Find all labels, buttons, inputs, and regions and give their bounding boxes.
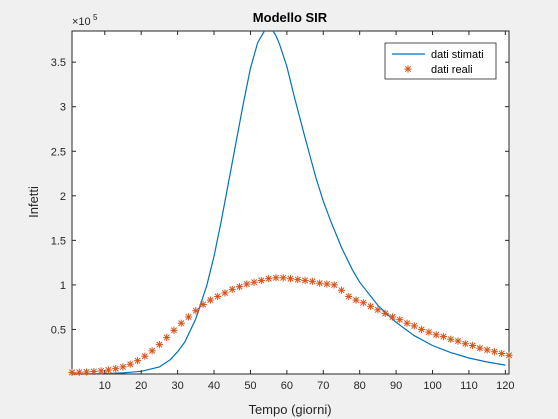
data-point-reali: [206, 296, 214, 304]
y-axis-label: Infetti: [26, 186, 41, 218]
data-point-reali: [90, 367, 98, 376]
data-point-reali: [505, 351, 513, 359]
y-tick-label: 3: [60, 102, 66, 114]
legend-label-stimati: dati stimati: [431, 49, 484, 61]
x-tick-label: 30: [171, 380, 183, 392]
data-point-reali: [345, 292, 353, 301]
data-point-reali: [367, 302, 375, 310]
data-point-reali: [432, 331, 440, 339]
data-point-reali: [294, 275, 302, 284]
data-point-reali: [352, 296, 360, 304]
data-point-reali: [476, 344, 484, 352]
y-exponent-base: ×10: [72, 16, 91, 28]
data-point-reali: [148, 347, 156, 355]
data-point-reali: [97, 367, 105, 375]
x-tick-label: 70: [317, 380, 329, 392]
x-tick-label: 10: [99, 380, 111, 392]
y-tick-label: 1.5: [51, 235, 66, 247]
data-point-reali: [184, 313, 193, 321]
legend-label-reali: dati reali: [431, 64, 473, 76]
y-tick-label: 1: [60, 280, 66, 292]
data-point-reali: [490, 348, 499, 356]
chart-title: Modello SIR: [253, 10, 328, 25]
data-point-reali: [82, 368, 91, 376]
data-point-reali: [112, 365, 120, 373]
y-tick-label: 0.5: [51, 324, 66, 336]
data-point-reali: [301, 276, 309, 285]
data-point-reali: [272, 274, 280, 282]
data-point-reali: [265, 275, 273, 283]
y-tick-label: 3.5: [51, 57, 66, 69]
data-point-reali: [170, 326, 178, 334]
legend-marker-reali: [404, 65, 412, 73]
data-point-reali: [235, 283, 244, 291]
data-point-reali: [228, 285, 236, 293]
legend: dati stimati dati reali: [384, 42, 497, 80]
data-point-reali: [381, 309, 389, 318]
data-point-reali: [119, 363, 127, 371]
x-tick-label: 60: [281, 380, 293, 392]
data-point-reali: [337, 286, 346, 294]
data-point-reali: [330, 281, 338, 289]
x-tick-label: 40: [208, 380, 220, 392]
legend-star-glyph: [404, 65, 412, 73]
data-point-reali: [177, 319, 185, 327]
plot-area: [71, 30, 510, 375]
y-tick-label: 2.5: [51, 146, 66, 158]
series-markers-reali: [68, 274, 513, 376]
x-tick-label: 100: [423, 380, 441, 392]
data-point-reali: [75, 368, 83, 376]
data-point-reali: [308, 277, 316, 285]
data-point-reali: [126, 360, 134, 368]
x-tick-label: 20: [135, 380, 147, 392]
data-point-reali: [454, 337, 462, 345]
data-point-reali: [396, 316, 404, 324]
x-axis-label: Tempo (giorni): [248, 402, 331, 417]
data-point-reali: [68, 368, 76, 376]
data-point-reali: [483, 346, 491, 354]
data-point-reali: [192, 307, 200, 315]
data-point-reali: [155, 341, 163, 349]
data-point-reali: [374, 306, 382, 314]
data-point-reali: [104, 366, 113, 374]
data-point-reali: [141, 352, 149, 360]
x-tick-label: 50: [244, 380, 256, 392]
data-point-reali: [388, 313, 397, 321]
data-point-reali: [323, 280, 331, 288]
data-point-reali: [257, 276, 265, 285]
data-point-reali: [163, 333, 171, 342]
data-point-reali: [316, 279, 324, 287]
data-point-reali: [439, 332, 448, 341]
data-point-reali: [498, 349, 506, 358]
ticks-layer: 10 20 30 40 50 60 70 80 90 100 110 120 0.5 1 1.5 2 2.5 3 3…: [51, 31, 515, 392]
data-point-reali: [286, 275, 295, 283]
y-exponent-power: 5: [93, 13, 98, 22]
data-point-reali: [133, 357, 142, 365]
data-point-reali: [243, 280, 251, 288]
x-tick-label: 80: [354, 380, 366, 392]
x-tick-label: 120: [496, 380, 514, 392]
data-point-reali: [410, 322, 418, 330]
series-layer: [68, 31, 513, 376]
data-point-reali: [447, 335, 455, 343]
data-point-reali: [199, 300, 207, 309]
data-point-reali: [214, 292, 222, 301]
data-point-reali: [279, 274, 287, 282]
data-point-reali: [468, 341, 477, 350]
data-point-reali: [403, 319, 411, 327]
data-point-reali: [359, 299, 367, 307]
data-point-reali: [250, 278, 258, 286]
x-tick-label: 90: [390, 380, 402, 392]
data-point-reali: [461, 340, 469, 348]
x-tick-label: 110: [460, 380, 478, 392]
data-point-reali: [221, 289, 229, 297]
y-tick-label: 2: [60, 191, 66, 203]
data-point-reali: [418, 325, 426, 334]
legend-box: [384, 42, 497, 80]
data-point-reali: [425, 328, 433, 336]
